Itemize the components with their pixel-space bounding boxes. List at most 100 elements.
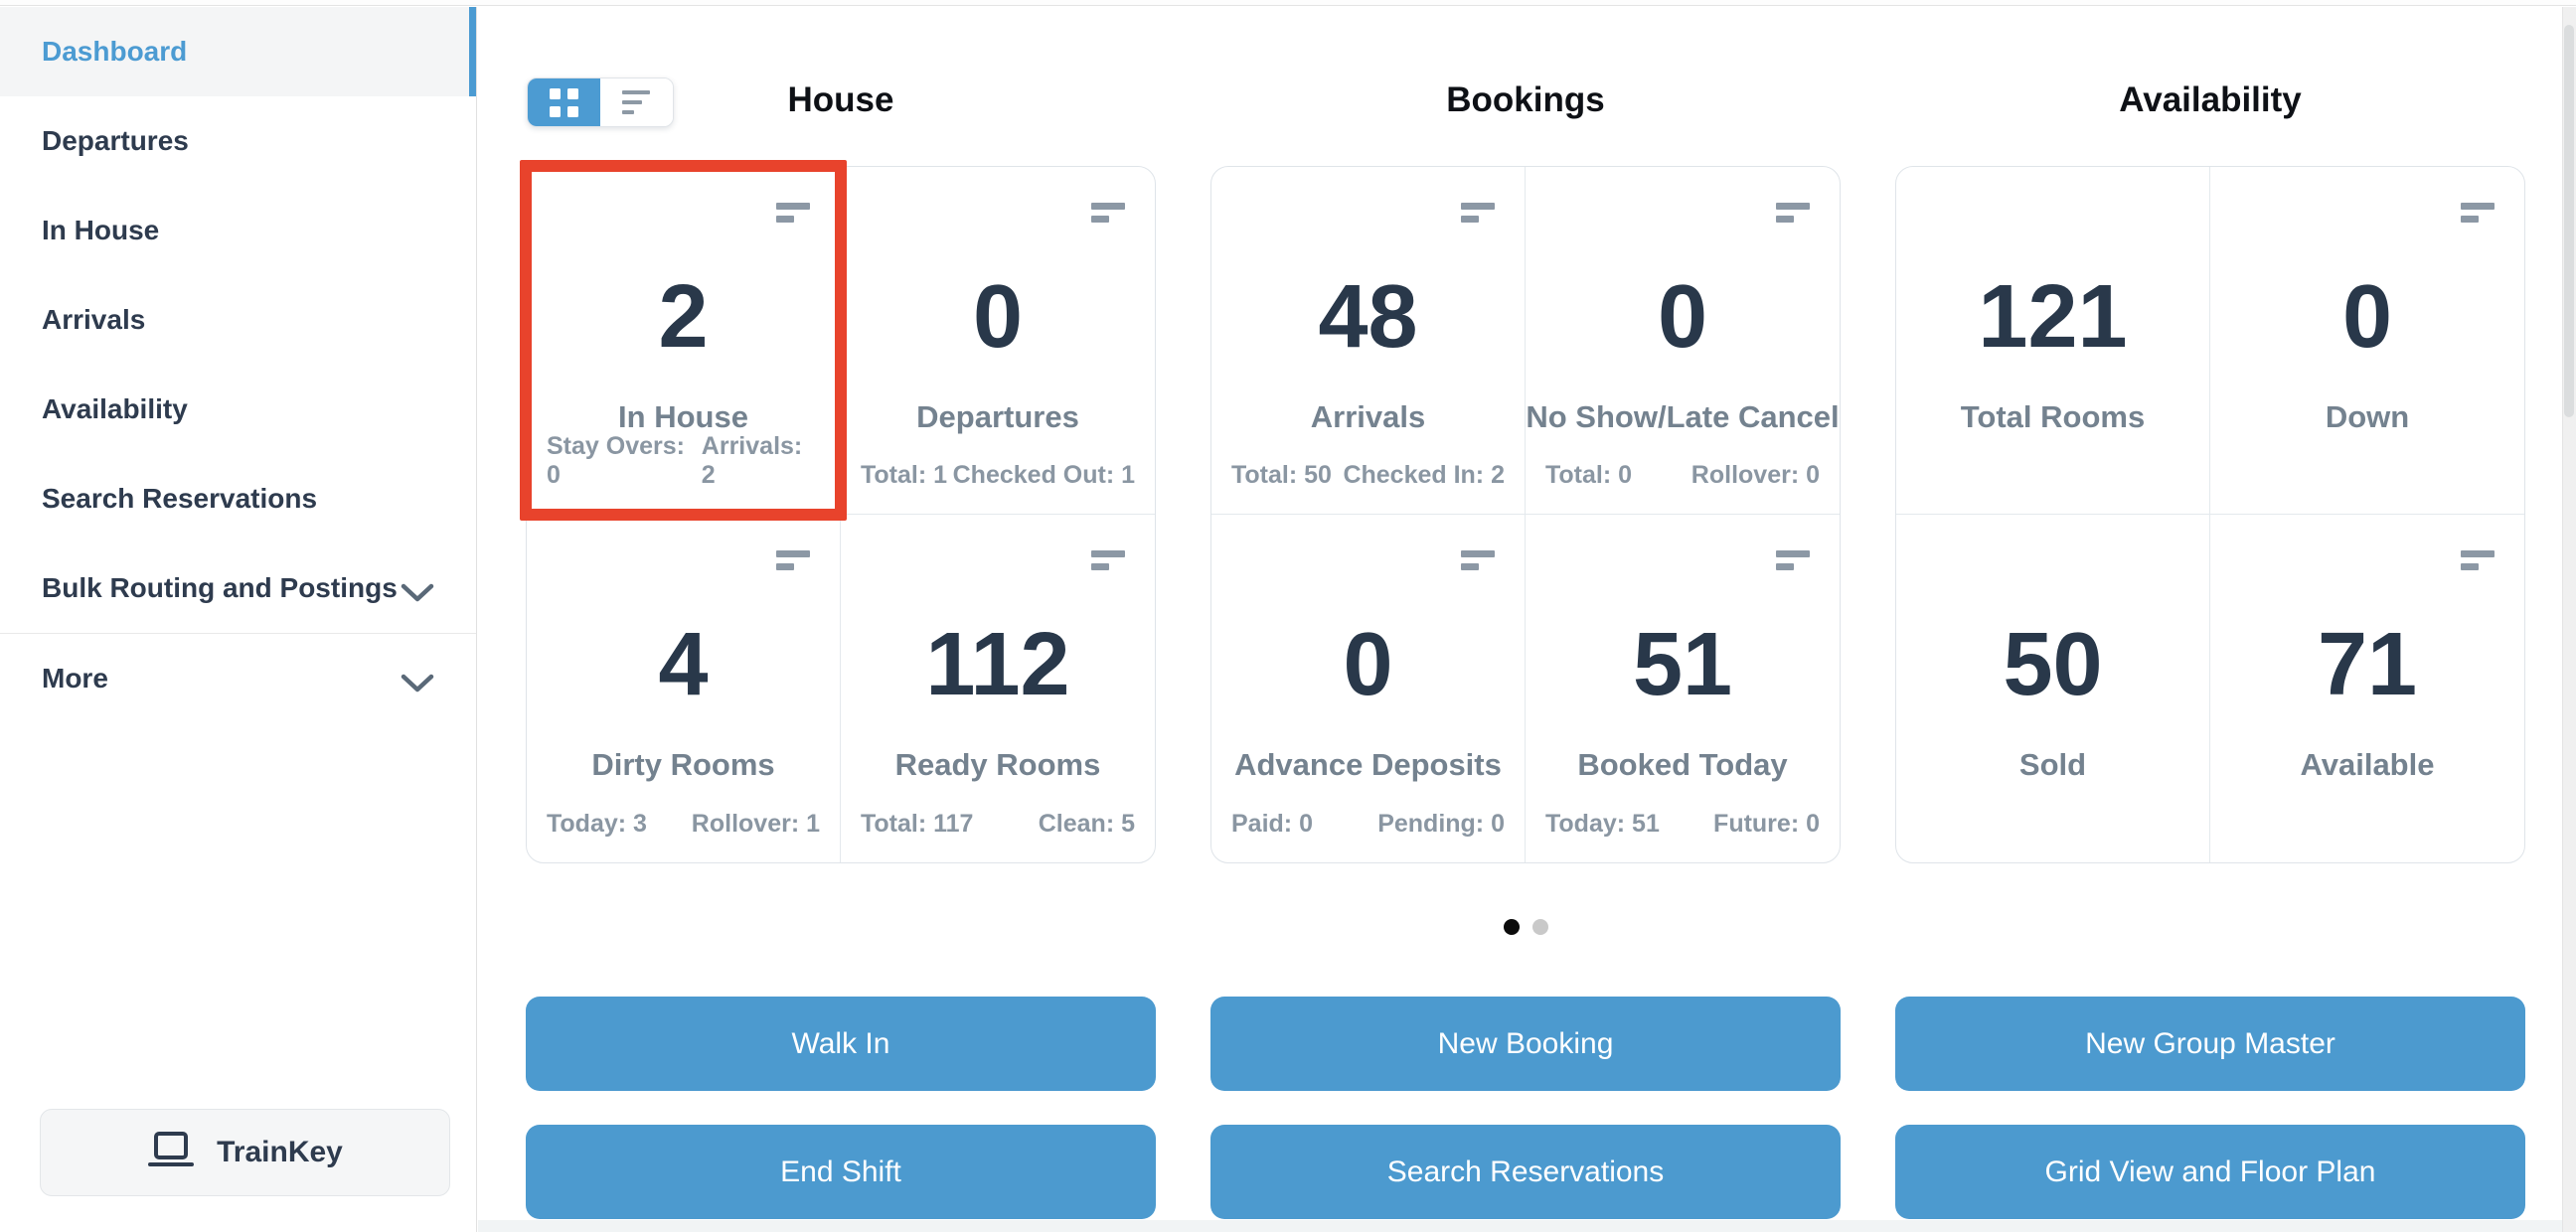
- sidebar-item-label: Search Reservations: [42, 483, 318, 514]
- tile-no-show-late-cancel[interactable]: 0 No Show/Late Cancel Total: 0 Rollover:…: [1526, 167, 1840, 515]
- tile-ready-rooms[interactable]: 112 Ready Rooms Total: 117 Clean: 5: [841, 515, 1155, 862]
- section-bookings: 48 Arrivals Total: 50 Checked In: 2 0 No…: [1210, 166, 1841, 863]
- tile-down[interactable]: 0 Down: [2210, 167, 2524, 515]
- walk-in-button[interactable]: Walk In: [526, 997, 1156, 1091]
- trainkey-label: TrainKey: [217, 1136, 343, 1168]
- tile-number: 0: [1343, 615, 1393, 714]
- tile-number: 51: [1632, 615, 1733, 714]
- tile-stat: Today: 3: [547, 810, 647, 838]
- tile-label: Down: [2325, 399, 2410, 434]
- tile-label: Advance Deposits: [1234, 747, 1502, 782]
- tile-departures[interactable]: 0 Departures Total: 1 Checked Out: 1: [841, 167, 1155, 515]
- tile-stat: Total: 50: [1231, 461, 1332, 489]
- card-menu-icon[interactable]: [1461, 550, 1495, 570]
- main-content: House Bookings Availability 2 In House S…: [478, 7, 2576, 1232]
- tile-stat: Checked In: 2: [1343, 461, 1505, 489]
- tile-stat: Clean: 5: [1038, 810, 1135, 838]
- sidebar-item-dashboard[interactable]: Dashboard: [0, 7, 476, 96]
- vertical-scrollbar-thumb[interactable]: [2564, 25, 2574, 417]
- sidebar-item-label: Bulk Routing and Postings: [42, 572, 398, 603]
- sidebar-item-arrivals[interactable]: Arrivals: [0, 275, 476, 365]
- search-reservations-button[interactable]: Search Reservations: [1210, 1125, 1841, 1219]
- new-booking-button[interactable]: New Booking: [1210, 997, 1841, 1091]
- trainkey-button[interactable]: TrainKey: [40, 1109, 450, 1196]
- tile-stat: Total: 1: [861, 461, 948, 489]
- sidebar-item-in-house[interactable]: In House: [0, 186, 476, 275]
- tile-stat: Rollover: 1: [691, 810, 820, 838]
- tile-number: 4: [658, 615, 709, 714]
- grid-view-button[interactable]: [528, 78, 600, 126]
- vertical-scrollbar[interactable]: [2562, 7, 2576, 1232]
- sidebar-item-departures[interactable]: Departures: [0, 96, 476, 186]
- tile-dirty-rooms[interactable]: 4 Dirty Rooms Today: 3 Rollover: 1: [527, 515, 841, 862]
- view-toggle: [527, 77, 674, 127]
- card-menu-icon[interactable]: [2461, 203, 2495, 223]
- card-menu-icon[interactable]: [1776, 203, 1810, 223]
- sidebar-item-more[interactable]: More: [0, 633, 476, 722]
- sidebar-item-label: Departures: [42, 125, 189, 156]
- tile-label: Booked Today: [1577, 747, 1788, 782]
- chevron-down-icon[interactable]: [401, 669, 434, 692]
- tile-stats: Total: 0 Rollover: 0: [1545, 461, 1820, 490]
- sidebar-item-bulk-routing-and-postings[interactable]: Bulk Routing and Postings: [0, 543, 476, 633]
- section-headers: House Bookings Availability: [526, 78, 2525, 122]
- sidebar-item-search-reservations[interactable]: Search Reservations: [0, 454, 476, 543]
- tile-number: 0: [972, 267, 1024, 367]
- tile-booked-today[interactable]: 51 Booked Today Today: 51 Future: 0: [1526, 515, 1840, 862]
- laptop-icon: [147, 1130, 195, 1176]
- tile-advance-deposits[interactable]: 0 Advance Deposits Paid: 0 Pending: 0: [1211, 515, 1526, 862]
- tile-label: Departures: [916, 399, 1079, 434]
- end-shift-button[interactable]: End Shift: [526, 1125, 1156, 1219]
- tile-stat: Stay Overs: 0: [547, 432, 685, 489]
- section-availability: 121 Total Rooms 0 Down 50 Sold 71: [1895, 166, 2525, 863]
- tile-number: 2: [658, 267, 709, 367]
- new-group-master-button[interactable]: New Group Master: [1895, 997, 2525, 1091]
- grid-view-and-floor-plan-button[interactable]: Grid View and Floor Plan: [1895, 1125, 2525, 1219]
- tile-stat: Total: 0: [1545, 461, 1633, 489]
- tile-number: 50: [2003, 615, 2103, 714]
- tile-stat: Arrivals: 2: [701, 432, 803, 489]
- tile-total-rooms[interactable]: 121 Total Rooms: [1896, 167, 2210, 515]
- card-menu-icon[interactable]: [776, 550, 810, 570]
- tile-arrivals[interactable]: 48 Arrivals Total: 50 Checked In: 2: [1211, 167, 1526, 515]
- tile-sold[interactable]: 50 Sold: [1896, 515, 2210, 862]
- tile-stat: Total: 117: [861, 810, 974, 838]
- action-buttons: Walk In New Booking New Group Master End…: [526, 997, 2525, 1219]
- tile-stats: Today: 51 Future: 0: [1545, 810, 1820, 839]
- tile-number: 0: [1657, 267, 1708, 367]
- card-menu-icon[interactable]: [1091, 550, 1125, 570]
- tile-number: 48: [1318, 267, 1418, 367]
- section-title-availability: Availability: [2119, 80, 2302, 119]
- card-menu-icon[interactable]: [1776, 550, 1810, 570]
- section-title-bookings: Bookings: [1446, 80, 1605, 119]
- list-view-button[interactable]: [600, 78, 673, 126]
- pagination-dot-2[interactable]: [1531, 919, 1548, 935]
- tile-label: No Show/Late Cancel: [1526, 399, 1840, 434]
- list-view-icon: [621, 90, 652, 114]
- sidebar-item-label: More: [42, 662, 108, 693]
- tile-stats: Stay Overs: 0 Arrivals: 2: [547, 432, 820, 490]
- carousel-pagination: [526, 919, 2525, 935]
- tile-in-house[interactable]: 2 In House Stay Overs: 0 Arrivals: 2: [520, 160, 847, 521]
- tile-label: Available: [2300, 747, 2435, 782]
- tile-number: 71: [2317, 615, 2418, 714]
- pagination-dot-1[interactable]: [1503, 919, 1520, 935]
- tile-stats: Total: 50 Checked In: 2: [1231, 461, 1505, 490]
- card-menu-icon[interactable]: [2461, 550, 2495, 570]
- horizontal-scrollbar[interactable]: [478, 1220, 2562, 1232]
- section-house: 2 In House Stay Overs: 0 Arrivals: 2 0 D…: [520, 160, 1156, 863]
- sidebar-item-label: Availability: [42, 393, 188, 424]
- card-menu-icon[interactable]: [1091, 203, 1125, 223]
- card-menu-icon[interactable]: [1461, 203, 1495, 223]
- section-title-house: House: [787, 80, 894, 119]
- tile-available[interactable]: 71 Available: [2210, 515, 2524, 862]
- tile-label: Ready Rooms: [894, 747, 1101, 782]
- tile-number: 0: [2341, 267, 2393, 367]
- card-menu-icon[interactable]: [776, 203, 810, 223]
- chevron-down-icon[interactable]: [401, 578, 434, 602]
- top-divider: [0, 0, 2576, 6]
- tile-label: In House: [618, 399, 748, 434]
- tile-stats: Total: 1 Checked Out: 1: [861, 461, 1135, 490]
- sidebar-item-availability[interactable]: Availability: [0, 365, 476, 454]
- stat-sections: 2 In House Stay Overs: 0 Arrivals: 2 0 D…: [520, 160, 2525, 863]
